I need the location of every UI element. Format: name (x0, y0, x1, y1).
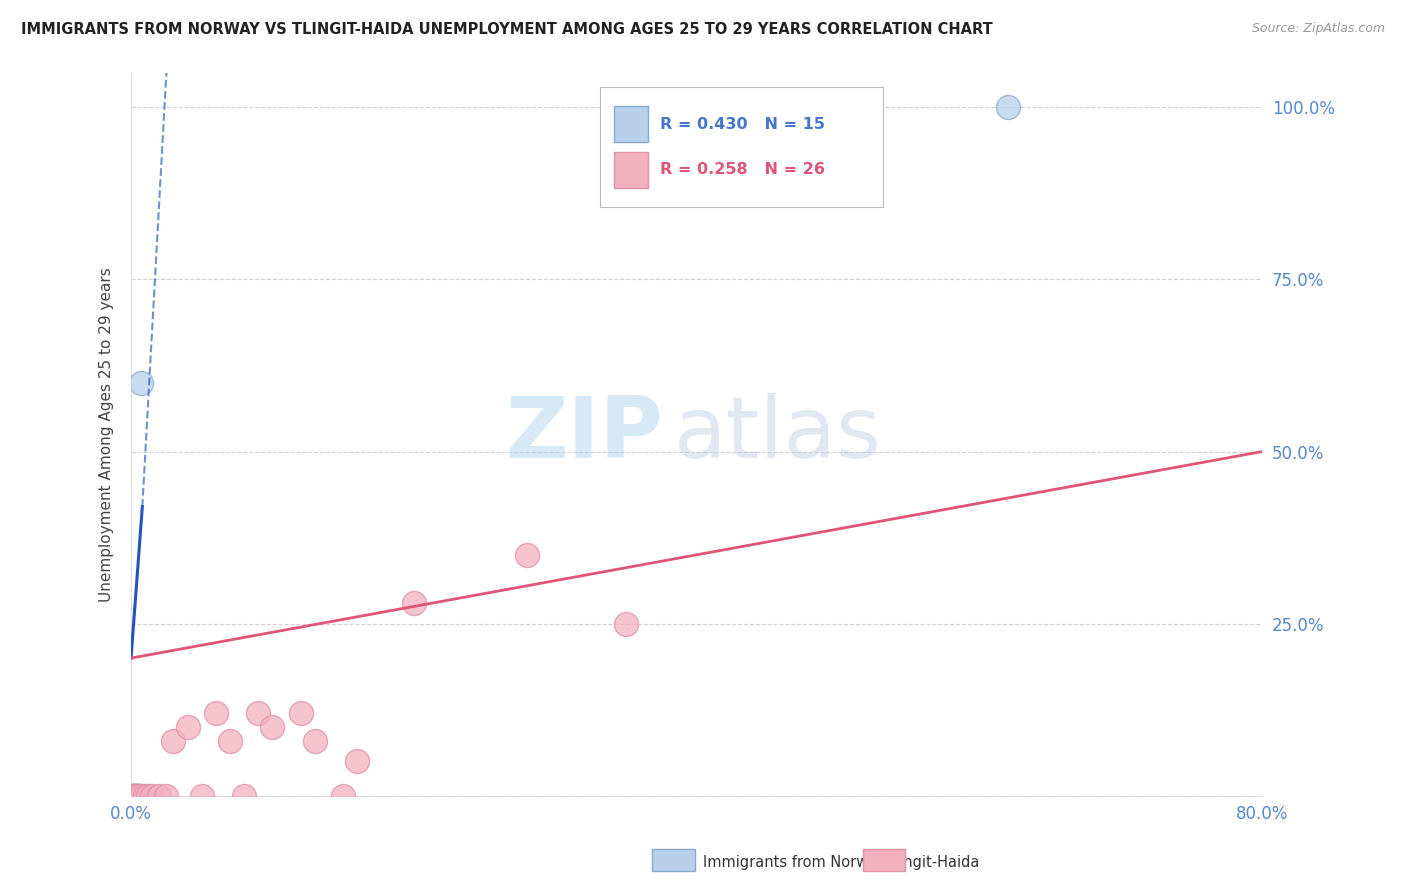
Point (219, 733, 242, 747)
FancyBboxPatch shape (600, 87, 883, 207)
Point (614, 616, 637, 631)
Point (121, 789, 143, 803)
Point (290, 706, 312, 721)
Point (128, 789, 150, 803)
Point (127, 789, 149, 803)
Point (247, 706, 270, 721)
Point (125, 789, 148, 803)
Point (121, 789, 143, 803)
Text: R = 0.258   N = 26: R = 0.258 N = 26 (661, 162, 825, 178)
Point (304, 733, 326, 747)
Point (190, 789, 212, 803)
Text: R = 0.430   N = 15: R = 0.430 N = 15 (661, 117, 825, 132)
Point (997, 100, 1019, 114)
Point (516, 548, 538, 562)
Point (155, 789, 177, 803)
Text: IMMIGRANTS FROM NORWAY VS TLINGIT-HAIDA UNEMPLOYMENT AMONG AGES 25 TO 29 YEARS C: IMMIGRANTS FROM NORWAY VS TLINGIT-HAIDA … (21, 22, 993, 37)
Point (122, 789, 145, 803)
Point (128, 789, 150, 803)
Point (129, 376, 152, 390)
Point (127, 789, 149, 803)
Point (134, 789, 156, 803)
Point (136, 789, 159, 803)
Point (124, 789, 146, 803)
Point (124, 789, 146, 803)
Text: ZIP: ZIP (505, 392, 662, 475)
Point (162, 733, 184, 747)
Text: Immigrants from Norway: Immigrants from Norway (703, 855, 886, 870)
Point (124, 789, 146, 803)
Point (129, 789, 152, 803)
Point (122, 789, 145, 803)
Point (127, 789, 149, 803)
Point (332, 789, 354, 803)
Point (122, 789, 145, 803)
Point (121, 789, 143, 803)
Point (346, 755, 368, 769)
FancyBboxPatch shape (614, 106, 648, 143)
Point (233, 789, 256, 803)
Point (141, 789, 163, 803)
Text: atlas: atlas (673, 392, 882, 475)
Text: Tlingit-Haida: Tlingit-Haida (886, 855, 979, 870)
Point (176, 720, 198, 734)
Point (125, 789, 148, 803)
Point (122, 789, 145, 803)
Point (756, 100, 779, 114)
Point (148, 789, 170, 803)
Point (205, 706, 228, 721)
Y-axis label: Unemployment Among Ages 25 to 29 years: Unemployment Among Ages 25 to 29 years (100, 267, 114, 602)
Text: Source: ZipAtlas.com: Source: ZipAtlas.com (1251, 22, 1385, 36)
FancyBboxPatch shape (614, 152, 648, 188)
Point (402, 596, 425, 610)
Point (262, 720, 284, 734)
